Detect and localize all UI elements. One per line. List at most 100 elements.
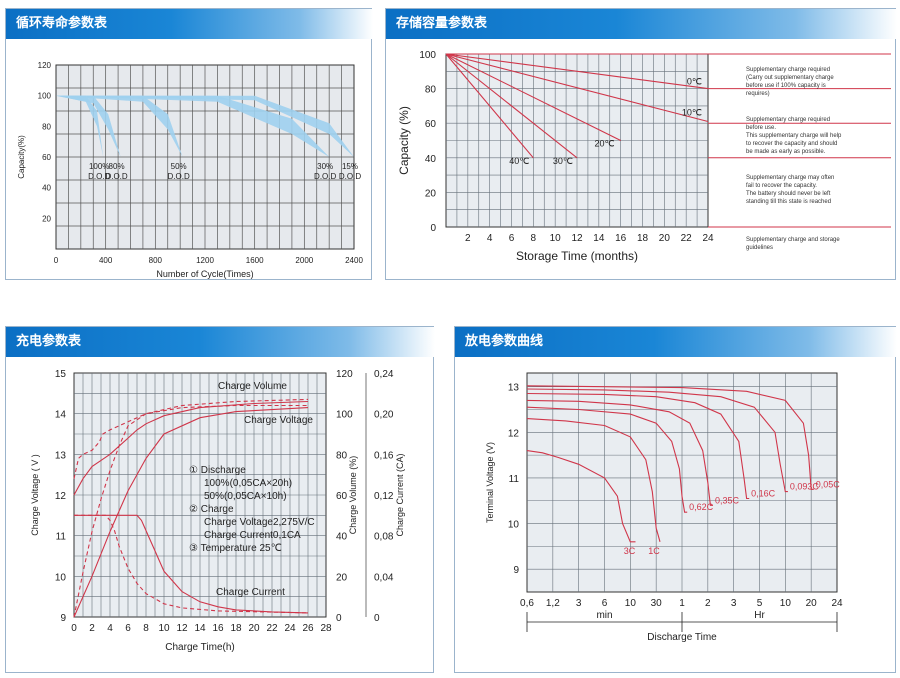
y-tick-label: 12 — [55, 491, 67, 502]
x-tick-label: 2 — [465, 233, 471, 244]
legend-text: ③ Temperature 25℃ — [189, 543, 282, 554]
y-tick-label: 100 — [419, 50, 436, 61]
legend-text: ① Discharge — [189, 465, 246, 476]
curve-label: Charge Current — [216, 587, 285, 598]
x-tick-label: 20 — [248, 623, 260, 634]
dod-percent-label: 80% — [109, 162, 125, 171]
x-tick-label: 2000 — [295, 256, 313, 265]
x-tick-label: 10 — [780, 598, 792, 609]
y-tick-label: 11 — [56, 532, 67, 543]
y-tick-label: 80 — [425, 85, 437, 96]
x-tick-label: 2400 — [345, 256, 363, 265]
dod-percent-label: 30% — [317, 162, 333, 171]
x-tick-label: 18 — [230, 623, 242, 634]
y2-tick-label: 80 — [336, 450, 348, 461]
dod-percent-label: 100% — [89, 162, 109, 171]
dod-label: D.O.D — [105, 172, 127, 181]
x-tick-label: 12 — [176, 623, 188, 634]
x-tick-label: 24 — [702, 233, 714, 244]
x-tick-label: 22 — [681, 233, 693, 244]
x-tick-label: 400 — [99, 256, 113, 265]
y3-tick-label: 0,04 — [374, 572, 394, 583]
x-axis-label: Charge Time(h) — [165, 642, 234, 653]
x-tick-label: 800 — [149, 256, 163, 265]
x-tick-label: 20 — [806, 598, 818, 609]
discharge-series-line — [526, 392, 750, 500]
note-text: be made as early as possible. — [746, 149, 826, 155]
x-tick-label: 3 — [731, 598, 737, 609]
note-text: The battery should never be left — [746, 191, 831, 197]
y2-tick-label: 40 — [336, 532, 348, 543]
storage-series-line — [445, 53, 534, 159]
x-tick-label: 0 — [71, 623, 77, 634]
discharge-rate-label: 3C — [624, 546, 636, 556]
x-tick-label: 1,2 — [546, 598, 560, 609]
y2-axis-label: Charge Volume (%) — [348, 456, 358, 535]
charge-series-line — [73, 400, 309, 496]
y3-tick-label: 0,20 — [374, 410, 394, 421]
y3-tick-label: 0,08 — [374, 532, 394, 543]
x-tick-label: 28 — [320, 623, 332, 634]
discharge-series-line — [526, 450, 636, 543]
x-tick-label: 1200 — [196, 256, 214, 265]
x-tick-label: 4 — [487, 233, 493, 244]
legend-text: Charge Current0,1CA — [204, 530, 301, 541]
storage-capacity-title: 存储容量参数表 — [386, 9, 897, 39]
discharge-rate-label: 1C — [648, 546, 660, 556]
x-tick-label: 16 — [212, 623, 224, 634]
x-tick-label: 0,6 — [520, 598, 534, 609]
x-group-label: min — [596, 610, 612, 621]
y-tick-label: 14 — [55, 410, 67, 421]
discharge-series-line — [526, 388, 788, 493]
x-tick-label: 4 — [107, 623, 113, 634]
y-tick-label: 0 — [430, 223, 436, 234]
x-tick-label: 8 — [531, 233, 537, 244]
dod-label: D.O.D — [314, 172, 336, 181]
y2-tick-label: 120 — [336, 369, 353, 380]
x-tick-label: 2 — [89, 623, 95, 634]
x-tick-label: 1600 — [246, 256, 264, 265]
x-tick-label: 6 — [125, 623, 131, 634]
y-tick-label: 80 — [42, 122, 51, 131]
discharge-curve-title: 放电参数曲线 — [455, 327, 897, 357]
x-tick-label: 20 — [659, 233, 671, 244]
dod-label: D.O.D — [339, 172, 361, 181]
dod-band-3 — [56, 95, 330, 157]
y-tick-label: 13 — [508, 383, 520, 394]
y3-tick-label: 0,24 — [374, 369, 394, 380]
note-text: Supplementary charge and storage — [746, 237, 840, 243]
dod-label: D.O.D — [168, 172, 190, 181]
dod-band-1 — [56, 95, 121, 157]
dod-percent-label: 50% — [171, 162, 187, 171]
note-text: This supplementary charge will help — [746, 133, 842, 139]
charge-parameter-title: 充电参数表 — [6, 327, 435, 357]
charge-series-line — [73, 407, 309, 618]
note-text: Supplementary charge required — [746, 67, 830, 73]
note-text: Supplementary charge may often — [746, 175, 834, 181]
x-tick-label: 16 — [615, 233, 627, 244]
cycle-life-panel: 循环寿命参数表 100% D.O.D 80% D.O.D 50% D.O.D 30% D.O.… — [5, 8, 373, 280]
note-text: standing till this state is reached — [746, 199, 831, 205]
charge-series-line — [74, 514, 309, 614]
y-tick-label: 10 — [508, 520, 520, 531]
y-tick-label: 120 — [38, 61, 52, 70]
x-tick-label: 10 — [625, 598, 637, 609]
cycle-life-title: 循环寿命参数表 — [6, 9, 373, 39]
storage-series-line — [445, 53, 709, 90]
dod-band-4 — [56, 95, 354, 157]
x-tick-label: 3 — [576, 598, 582, 609]
y-axis-label: Charge Voltage ( V ) — [30, 454, 40, 536]
x-tick-label: 5 — [757, 598, 763, 609]
x-tick-label: 1 — [679, 598, 685, 609]
cycle-life-chart: 100%D.O.D80%D.O.D50%D.O.D30%D.O.D15%D.O.… — [17, 61, 363, 279]
y-tick-label: 100 — [38, 92, 52, 101]
y-tick-label: 40 — [42, 184, 51, 193]
y-tick-label: 60 — [42, 153, 51, 162]
y-tick-label: 20 — [42, 214, 51, 223]
y3-axis-label: Charge Current (CA) — [395, 453, 405, 536]
discharge-series-line — [526, 418, 661, 542]
note-text: (Carry out supplementary charge — [746, 75, 834, 81]
note-text: before use if 100% capacity is — [746, 83, 826, 89]
y3-tick-label: 0 — [374, 613, 380, 624]
